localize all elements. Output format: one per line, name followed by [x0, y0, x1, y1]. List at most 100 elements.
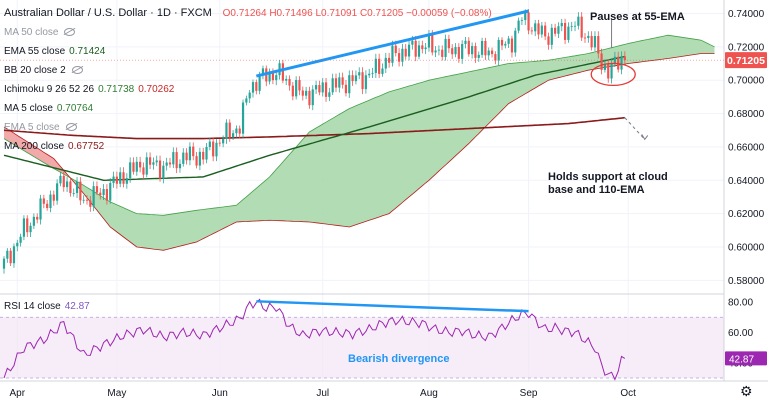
candle-body-58: [195, 156, 198, 166]
candle-body-182: [607, 64, 610, 79]
legend-ema55-label: EMA 55 close: [4, 46, 66, 57]
candle-body-170: [567, 26, 570, 40]
cloud-segment-1: [68, 35, 715, 251]
legend-ema5[interactable]: EMA 5 close: [4, 118, 492, 137]
hidden-eye-icon[interactable]: [64, 28, 76, 36]
candle-body-175: [583, 37, 587, 39]
legend-ma5[interactable]: MA 5 close 0.70764: [4, 99, 492, 118]
ema55-line: [3, 55, 625, 182]
candle-body-16: [56, 183, 59, 201]
candle-body-153: [510, 38, 514, 53]
candle-body-49: [165, 162, 168, 166]
candle-body-178: [593, 36, 597, 48]
candle-body-116: [388, 57, 391, 63]
support-annotation-line-1: Holds support at cloud: [548, 171, 668, 183]
candle-body-176: [587, 35, 590, 38]
candle-body-89: [298, 80, 301, 91]
ichimoku-cloud: [3, 34, 715, 251]
candle-body-53: [178, 163, 182, 169]
rsi-legend[interactable]: RSI 14 close 42.87: [4, 301, 90, 312]
candle-body-104: [348, 75, 351, 94]
rsi-legend-value: 42.87: [64, 301, 90, 312]
pause-annotation: Pauses at 55-EMA: [590, 11, 685, 23]
candle-body-95: [318, 85, 321, 93]
candle-body-112: [374, 58, 377, 73]
candle-body-102: [341, 77, 344, 85]
candle-body-111: [371, 72, 374, 74]
rsi-annotation: Bearish divergence: [348, 353, 450, 365]
candle-body-31: [105, 189, 109, 201]
candle-body-126: [421, 45, 424, 50]
rsi-pane: Bearish divergence: [0, 298, 724, 381]
candle-body-100: [334, 78, 338, 88]
candle-body-98: [328, 92, 331, 97]
legend-ma5-label: MA 5 close: [4, 103, 53, 114]
candle-body-6: [22, 218, 26, 237]
time-tick-4: Aug: [420, 388, 438, 399]
candle-body-40: [135, 161, 138, 172]
candle-body-46: [155, 160, 158, 163]
candle-body-159: [530, 30, 533, 32]
candle-body-50: [168, 162, 172, 165]
candle-body-118: [394, 45, 397, 54]
candle-body-34: [115, 176, 118, 184]
candle-body-167: [557, 26, 560, 34]
candle-body-32: [109, 183, 112, 201]
candle-body-48: [162, 165, 165, 179]
legend-ema55[interactable]: EMA 55 close 0.71424: [4, 42, 492, 61]
legend-symbol[interactable]: Australian Dollar / U.S. Dollar · 1D · F…: [4, 4, 492, 23]
candle-body-65: [218, 142, 221, 144]
legend-ma5-value: 0.70764: [56, 103, 94, 114]
candle-body-37: [125, 178, 128, 184]
price-tick-8: 0.58000: [728, 276, 765, 287]
candle-body-157: [524, 12, 527, 21]
candle-body-64: [215, 142, 218, 157]
candle-body-108: [361, 72, 364, 90]
gear-icon[interactable]: ⚙: [740, 383, 753, 399]
candle-body-55: [185, 152, 188, 161]
candle-body-45: [152, 162, 155, 165]
candle-body-2: [9, 250, 12, 264]
candle-body-62: [208, 141, 211, 147]
candle-body-123: [411, 40, 414, 45]
price-tick-7: 0.60000: [728, 242, 765, 253]
candle-body-127: [424, 47, 427, 50]
legend-ma50[interactable]: MA 50 close: [4, 23, 492, 42]
candle-body-67: [225, 122, 228, 139]
legend-ichimoku-value-1: 0.71738: [98, 84, 135, 95]
legend-title: Australian Dollar / U.S. Dollar · 1D · F…: [4, 7, 212, 19]
candle-body-110: [368, 73, 371, 76]
legend-ohlc: O0.71264 H0.71496 L0.71091 C0.71205 −0.0…: [222, 8, 492, 19]
price-tick-5: 0.64000: [728, 176, 765, 187]
legend-ma200[interactable]: MA 200 close 0.67752: [4, 137, 492, 156]
candle-body-52: [175, 152, 178, 169]
time-tick-3: Jul: [316, 388, 329, 399]
legend-ichimoku[interactable]: Ichimoku 9 26 52 26 0.71738 0.70262: [4, 80, 492, 99]
indicator-legend: Australian Dollar / U.S. Dollar · 1D · F…: [4, 4, 492, 156]
legend-bb20[interactable]: BB 20 close 2: [4, 61, 492, 80]
candle-body-11: [39, 198, 42, 220]
rsi-tick-1: 60.00: [728, 328, 753, 339]
moving-averages: [3, 55, 625, 182]
candle-body-154: [514, 30, 517, 53]
candle-body-121: [404, 48, 407, 57]
candle-body-113: [378, 58, 381, 74]
candle-body-131: [437, 49, 441, 51]
candle-body-155: [517, 20, 520, 31]
candle-body-87: [291, 85, 294, 97]
candle-body-82: [275, 75, 278, 81]
candle-body-135: [451, 48, 454, 55]
time-tick-6: Oct: [620, 388, 636, 399]
price-tick-3: 0.68000: [728, 109, 765, 120]
time-tick-0: Apr: [9, 388, 25, 399]
candle-body-128: [427, 34, 431, 48]
candle-body-93: [311, 89, 314, 106]
candle-body-14: [49, 194, 52, 209]
candle-body-129: [431, 34, 434, 53]
hidden-eye-icon[interactable]: [65, 123, 77, 131]
candle-body-172: [573, 25, 577, 27]
candle-body-20: [69, 181, 72, 194]
hidden-eye-icon[interactable]: [71, 66, 83, 74]
